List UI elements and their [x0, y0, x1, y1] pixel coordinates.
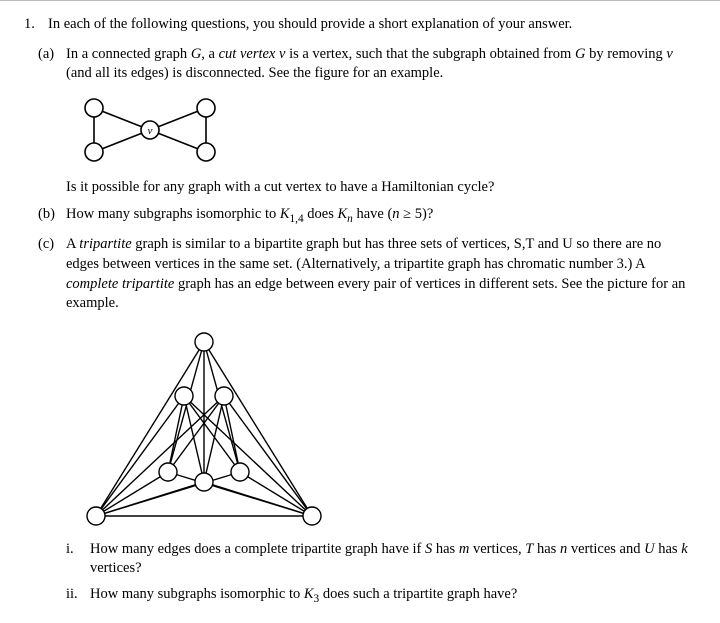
- c-body: A tripartite graph is similar to a bipar…: [66, 235, 690, 607]
- question-1: 1. In each of the following questions, y…: [24, 15, 690, 35]
- svg-text:v: v: [148, 125, 153, 137]
- c-i: i. How many edges does a complete tripar…: [66, 540, 690, 579]
- c-ii: ii. How many subgraphs isomorphic to K3 …: [66, 585, 690, 607]
- c-label: (c): [38, 235, 66, 607]
- b-label: (b): [38, 205, 66, 227]
- cut-vertex-figure: v: [76, 94, 690, 168]
- c-i-body: How many edges does a complete tripartit…: [90, 540, 690, 579]
- part-b: (b) How many subgraphs isomorphic to K1,…: [38, 205, 690, 227]
- q1-number: 1.: [24, 15, 48, 35]
- a-body: In a connected graph G, a cut vertex v i…: [66, 45, 690, 198]
- c-ii-label: ii.: [66, 585, 90, 607]
- part-a: (a) In a connected graph G, a cut vertex…: [38, 45, 690, 198]
- part-c: (c) A tripartite graph is similar to a b…: [38, 235, 690, 607]
- a-question: Is it possible for any graph with a cut …: [66, 178, 690, 198]
- a-label: (a): [38, 45, 66, 198]
- c-text: A tripartite graph is similar to a bipar…: [66, 236, 685, 311]
- tripartite-figure: [76, 324, 690, 530]
- c-ii-body: How many subgraphs isomorphic to K3 does…: [90, 585, 690, 607]
- c-i-label: i.: [66, 540, 90, 579]
- a-text: In a connected graph G, a cut vertex v i…: [66, 46, 673, 82]
- b-body: How many subgraphs isomorphic to K1,4 do…: [66, 205, 690, 227]
- q1-intro: In each of the following questions, you …: [48, 15, 690, 35]
